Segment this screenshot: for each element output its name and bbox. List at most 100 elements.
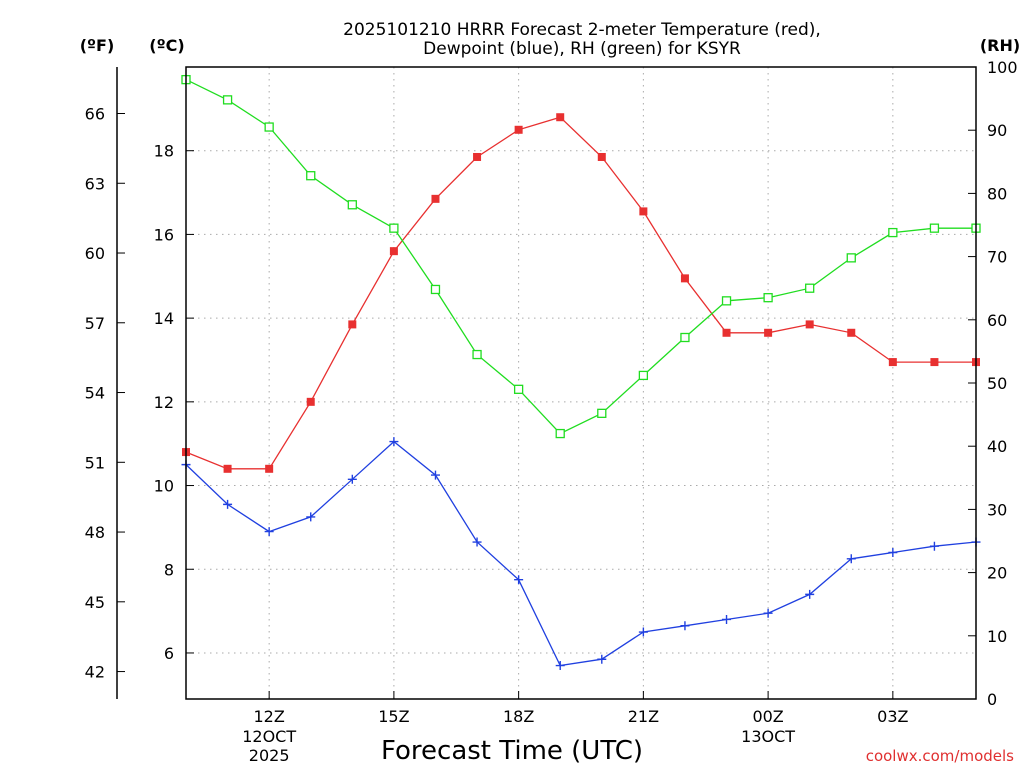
fahrenheit-tick-label: 51 [85, 453, 105, 472]
x-tick-date-label: 13OCT [741, 727, 795, 746]
dewpoint-point [763, 608, 773, 618]
2-meter-temperature-point [514, 125, 523, 134]
dewpoint-point [680, 621, 690, 631]
2-meter-temperature-point [888, 358, 897, 367]
dewpoint-line [185, 440, 977, 667]
fahrenheit-tick-label: 45 [85, 593, 105, 612]
2-meter-temperature-point [265, 464, 274, 473]
fahrenheit-axis: 42 45 48 51 54 57 60 63 66 [85, 67, 125, 699]
2-meter-temperature-point [348, 320, 357, 329]
2-meter-temperature-point [597, 152, 606, 161]
rh-point [472, 349, 482, 360]
dewpoint-point [347, 474, 357, 484]
2-meter-temperature-point [764, 328, 773, 337]
dewpoint-point [514, 575, 524, 585]
celsius-tick-label: 12 [154, 393, 174, 412]
fahrenheit-tick-label: 66 [85, 105, 105, 124]
rh-point [597, 408, 607, 418]
rh-tick-label: 20 [987, 564, 1007, 583]
rh-point [846, 253, 856, 263]
fahrenheit-tick-label: 57 [85, 314, 105, 333]
celsius-axis: 6 8 10 12 14 16 18 [154, 142, 194, 663]
rh-point [306, 171, 316, 181]
dewpoint-point [306, 512, 316, 522]
rh-point [430, 284, 441, 295]
rh-point [680, 332, 690, 343]
celsius-tick-label: 16 [154, 225, 174, 244]
celsius-tick-label: 8 [164, 560, 174, 579]
rh-point [721, 296, 732, 306]
x-tick-date-label: 12OCT [242, 727, 296, 746]
x-tick-label: 21Z [628, 707, 659, 726]
rh-point [805, 283, 815, 293]
dewpoint-point [389, 437, 399, 447]
chart-title-line1: 2025101210 HRRR Forecast 2-meter Tempera… [343, 20, 821, 40]
celsius-tick-label: 18 [154, 142, 174, 161]
rh-tick-label: 30 [987, 500, 1007, 519]
dewpoint-point [472, 537, 482, 547]
rh-point [763, 293, 773, 303]
celsius-tick-label: 10 [154, 477, 174, 496]
x-tick-year-label: 2025 [249, 746, 290, 765]
dewpoint-point [597, 654, 607, 664]
dewpoint-point [555, 661, 565, 671]
rh-point [347, 200, 357, 210]
celsius-unit-label: (ºC) [149, 36, 184, 55]
dewpoint-point [722, 614, 732, 624]
fahrenheit-unit-label: (ºF) [80, 36, 115, 55]
dewpoint-point [888, 548, 898, 558]
fahrenheit-tick-label: 54 [85, 384, 105, 403]
2-meter-temperature-point [556, 113, 565, 122]
rh-point [929, 223, 940, 233]
fahrenheit-tick-label: 48 [85, 523, 105, 542]
rh-tick-label: 0 [987, 690, 997, 709]
fahrenheit-tick-label: 63 [85, 174, 105, 193]
dewpoint-point [638, 627, 648, 637]
rh-point [888, 227, 898, 238]
2-meter-temperature-point [847, 328, 856, 337]
rh-point [513, 384, 524, 394]
rh-tick-label: 10 [987, 627, 1007, 646]
2-meter-temperature-point [680, 274, 689, 283]
data-series [181, 74, 981, 671]
x-tick-label: 15Z [378, 707, 409, 726]
rh-tick-label: 80 [987, 184, 1007, 203]
dewpoint-point [223, 499, 233, 509]
x-tick-label: 00Z [752, 707, 783, 726]
rh-point [638, 370, 649, 381]
rh-tick-label: 50 [987, 374, 1007, 393]
dewpoint-point [430, 470, 440, 480]
rh-point [264, 122, 274, 132]
rh-tick-label: 40 [987, 437, 1007, 456]
dewpoint-point [805, 589, 815, 599]
rh-line [185, 79, 976, 435]
2-meter-temperature-point [389, 247, 398, 256]
x-tick-label: 12Z [253, 707, 284, 726]
plot-frame [185, 66, 977, 700]
rh-tick-label: 100 [987, 58, 1018, 77]
rh-tick-label: 70 [987, 248, 1007, 267]
2-meter-temperature-point [431, 194, 440, 203]
dewpoint-point [264, 527, 274, 537]
fahrenheit-tick-label: 42 [85, 663, 105, 682]
chart-title-line2: Dewpoint (blue), RH (green) for KSYR [423, 39, 741, 59]
2-meter-temperature-point [223, 464, 232, 473]
2-meter-temperature-point [306, 397, 315, 406]
credit-text: coolwx.com/models [866, 747, 1014, 765]
x-tick-label: 18Z [503, 707, 534, 726]
2-meter-temperature-point [805, 320, 814, 329]
2-meter-temperature-point [473, 152, 482, 161]
2-meter-temperature-point [722, 328, 731, 337]
2-meter-temperature-line [185, 116, 976, 470]
rh-unit-label: (RH) [980, 36, 1020, 55]
dewpoint-point [929, 541, 939, 551]
x-tick-label: 03Z [877, 707, 908, 726]
fahrenheit-tick-label: 60 [85, 244, 105, 263]
2-meter-temperature-point [930, 358, 939, 367]
celsius-tick-label: 6 [164, 644, 174, 663]
2-meter-temperature-point [639, 207, 648, 216]
rh-axis: 0 10 20 30 40 50 60 70 80 90 100 [968, 58, 1018, 709]
grid-lines [186, 67, 976, 699]
celsius-tick-label: 14 [154, 309, 174, 328]
